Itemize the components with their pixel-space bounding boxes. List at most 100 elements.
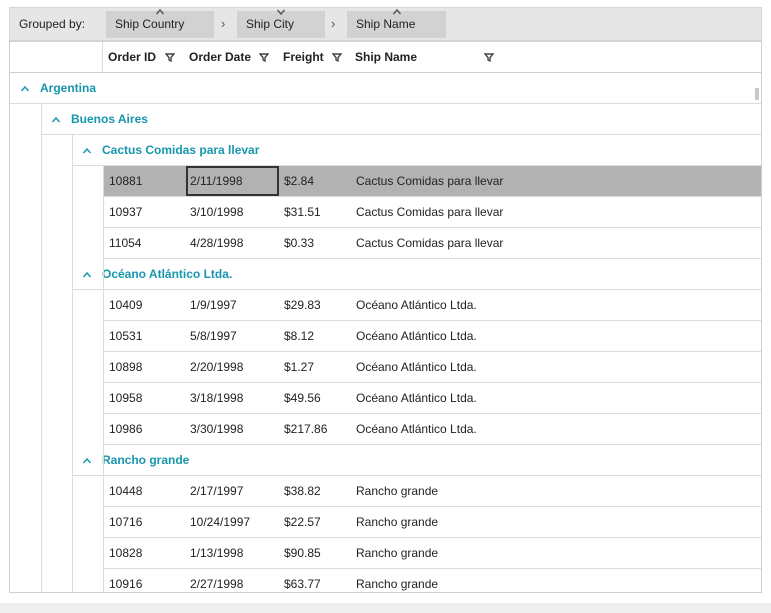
data-row[interactable]: 10531 5/8/1997 $8.12 Océano Atlántico Ltda. [103,321,761,352]
cell: $31.51 [284,205,321,219]
expand-caret-glyph [20,85,30,92]
cell: 5/8/1997 [190,329,237,343]
cell: Cactus Comidas para llevar [356,174,504,188]
expand-caret[interactable] [20,84,30,94]
cell: 10828 [109,546,143,560]
cell: $38.82 [284,484,321,498]
data-row[interactable]: 10716 10/24/1997 $22.57 Rancho grande [103,507,761,538]
expand-caret[interactable] [51,115,61,125]
group-row[interactable]: Cactus Comidas para llevar [72,135,761,166]
expand-caret[interactable] [82,270,92,280]
cell: Océano Atlántico Ltda. [356,391,477,405]
data-row[interactable]: 10448 2/17/1997 $38.82 Rancho grande [103,476,761,507]
data-row[interactable]: 11054 4/28/1998 $0.33 Cactus Comidas para l… [103,228,761,259]
cell: $8.12 [284,329,315,343]
cell: 2/11/1998 [190,174,243,188]
cell: 10409 [109,298,143,312]
cell: 10898 [109,360,143,374]
cell: $63.77 [284,577,321,591]
data-row[interactable]: 10986 3/30/1998 $217.86 Océano Atlántico Lt… [103,414,761,445]
indent-line [103,166,104,592]
column-header[interactable]: Order Date [189,50,252,64]
column-header[interactable]: Freight [283,50,324,64]
cell: 10448 [109,484,143,498]
group-chip[interactable]: Ship Name [347,8,446,38]
data-grid: Order ID Order Date Freight Ship Name Argen… [9,41,762,593]
cell: Océano Atlántico Ltda. [356,329,477,343]
expand-caret[interactable] [82,146,92,156]
data-row[interactable]: 10916 2/27/1998 $63.77 Rancho grande [103,569,761,592]
group-name: Argentina [40,81,97,95]
group-name: Rancho grande [102,453,190,467]
data-row[interactable]: 10958 3/18/1998 $49.56 Océano Atlántico Ltd… [103,383,761,414]
cell: $1.27 [284,360,315,374]
cell: 2/17/1997 [190,484,244,498]
cell: $29.83 [284,298,321,312]
cell: Rancho grande [356,515,439,529]
expand-caret-glyph [82,457,92,464]
cell: Océano Atlántico Ltda. [356,360,477,374]
cell: 3/10/1998 [190,205,244,219]
cell: 10958 [109,391,143,405]
cell: Rancho grande [356,577,439,591]
filter-icon-glyph [331,53,343,63]
data-row[interactable]: 10898 2/20/1998 $1.27 Océano Atlántico Ltda… [103,352,761,383]
cell: 3/18/1998 [190,391,244,405]
cell: 1/13/1998 [190,546,244,560]
cell: 2/27/1998 [190,577,244,591]
expand-caret[interactable] [82,456,92,466]
cell: 10937 [109,205,143,219]
cell: 10716 [109,515,143,529]
filter-icon-glyph [164,53,176,63]
cell: 3/30/1998 [190,422,244,436]
data-row[interactable]: 10409 1/9/1997 $29.83 Océano Atlántico Ltda… [103,290,761,321]
group-row[interactable]: Rancho grande [72,445,761,476]
group-row[interactable]: Buenos Aires [41,104,761,135]
filter-icon-glyph [258,53,270,63]
group-panel-label: Grouped by: [19,17,86,31]
filter-icon[interactable] [483,52,495,63]
filter-icon-glyph [483,53,495,63]
current-cell [186,166,279,196]
cell: $0.33 [284,236,315,250]
data-row[interactable]: 10828 1/13/1998 $90.85 Rancho grande [103,538,761,569]
group-name: Buenos Aires [71,112,148,126]
cell: 10986 [109,422,143,436]
group-chip[interactable]: Ship Country [106,8,214,38]
cell: 10/24/1997 [190,515,251,529]
group-chip[interactable]: Ship City [237,9,325,38]
data-row[interactable]: 10937 3/10/1998 $31.51 Cactus Comidas para … [103,197,761,228]
chevron: › [331,16,336,31]
indent-line [72,135,73,592]
column-header[interactable]: Order ID [108,50,157,64]
column-header[interactable]: Ship Name [355,50,418,64]
chevron: › [221,16,226,31]
filter-icon[interactable] [164,52,176,63]
scrollbar-thumb[interactable] [755,88,759,100]
cell: 10881 [109,174,143,188]
cell: 11054 [109,236,142,250]
grid-body: Argentina Buenos Aires Cactus Comidas para… [10,73,761,592]
selected-row[interactable]: 10881 2/11/1998 $2.84 Cactus Comidas para l… [103,166,761,197]
filter-icon[interactable] [258,52,270,63]
cell: Cactus Comidas para llevar [356,236,504,250]
sort-indicator-glyph [155,8,165,15]
cell: Océano Atlántico Ltda. [356,422,477,436]
cell: $2.84 [284,174,315,188]
cell: 4/28/1998 [190,236,244,250]
cell: Cactus Comidas para llevar [356,205,504,219]
sort-indicator [155,7,165,17]
filter-icon[interactable] [331,52,343,63]
cell: Rancho grande [356,546,439,560]
cell: 10916 [109,577,143,591]
cell: $49.56 [284,391,321,405]
bottom-strip [0,603,771,613]
cell: 1/9/1997 [190,298,237,312]
group-row[interactable]: Océano Atlántico Ltda. [72,259,761,290]
sort-indicator [392,7,402,17]
group-row[interactable]: Argentina [10,73,761,104]
sort-indicator-glyph [392,8,401,15]
expand-caret-glyph [51,116,61,123]
header-divider [102,42,103,73]
